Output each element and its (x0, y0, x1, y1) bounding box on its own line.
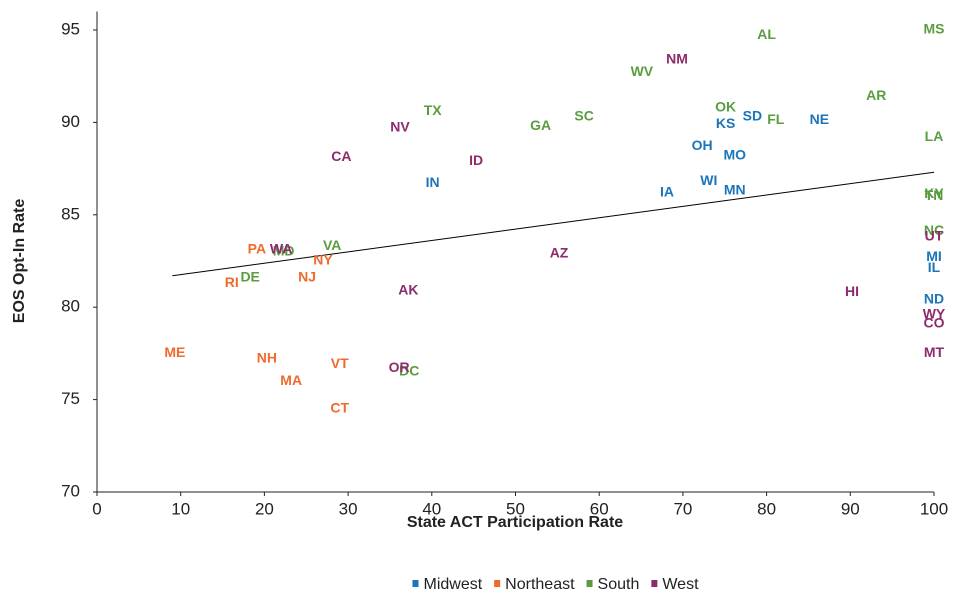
x-tick-label: 10 (171, 499, 190, 518)
point-label: DE (240, 268, 259, 284)
point-label: VT (331, 355, 349, 371)
point-label: WY (923, 305, 946, 321)
point-label: NY (313, 252, 333, 268)
point-label: MA (280, 372, 302, 388)
point-label: WA (270, 241, 293, 257)
point-label: TX (424, 102, 443, 118)
point-label: FL (767, 111, 785, 127)
legend-swatch (494, 580, 501, 587)
y-tick-label: 70 (61, 481, 80, 500)
point-label: MT (924, 344, 945, 360)
point-label: AZ (550, 244, 569, 260)
point-label: WV (631, 63, 654, 79)
x-tick-label: 50 (506, 499, 525, 518)
x-tick-label: 40 (422, 499, 441, 518)
point-label: MI (926, 248, 942, 264)
y-tick-label: 80 (61, 297, 80, 316)
point-label: GA (530, 117, 551, 133)
point-label: IL (928, 259, 941, 275)
point-label: OK (715, 98, 736, 114)
point-label: IN (426, 174, 440, 190)
point-label: NC (924, 222, 944, 238)
point-label: NJ (298, 268, 316, 284)
point-label: UT (925, 228, 944, 244)
point-label: CO (924, 315, 945, 331)
y-tick-label: 95 (61, 19, 80, 38)
legend-swatch (412, 580, 419, 587)
x-tick-label: 90 (841, 499, 860, 518)
point-label: HI (845, 283, 859, 299)
point-label: WI (700, 172, 717, 188)
point-label: AL (757, 26, 776, 42)
legend-label: Northeast (505, 576, 575, 593)
point-label: SC (574, 108, 593, 124)
point-label: VA (323, 237, 341, 253)
legend-label: South (598, 576, 640, 593)
y-tick-label: 90 (61, 112, 80, 131)
point-label: RI (225, 274, 239, 290)
point-label: MS (924, 21, 945, 37)
point-label: OR (389, 359, 410, 375)
x-tick-label: 30 (339, 499, 358, 518)
point-label: LA (925, 128, 944, 144)
point-label: CA (331, 148, 351, 164)
legend-swatch (651, 580, 658, 587)
x-tick-label: 60 (590, 499, 609, 518)
point-label: NH (257, 350, 277, 366)
point-label: MO (724, 146, 747, 162)
x-tick-label: 70 (673, 499, 692, 518)
trendline (172, 171, 935, 277)
x-tick-label: 100 (920, 499, 948, 518)
point-label: DC (399, 363, 419, 379)
y-tick-label: 85 (61, 204, 80, 223)
point-label: ME (164, 344, 185, 360)
point-label: NM (666, 50, 688, 66)
point-label: NV (390, 119, 410, 135)
legend-swatch (586, 580, 593, 587)
point-label: KY (924, 185, 944, 201)
legend-label: West (662, 576, 699, 593)
x-tick-label: 0 (92, 499, 101, 518)
point-label: PA (248, 241, 266, 257)
legend-label: Midwest (423, 576, 482, 593)
y-axis-title: EOS Opt-In Rate (11, 199, 28, 324)
x-axis-title: State ACT Participation Rate (407, 514, 623, 531)
x-tick-label: 20 (255, 499, 274, 518)
point-label: KS (716, 115, 735, 131)
point-label: MD (273, 242, 295, 258)
point-label: MN (724, 181, 746, 197)
point-label: OH (692, 137, 713, 153)
point-label: NE (810, 111, 829, 127)
point-label: CT (330, 400, 349, 416)
x-tick-label: 80 (757, 499, 776, 518)
point-label: IA (660, 183, 674, 199)
y-tick-label: 75 (61, 389, 80, 408)
point-label: TN (925, 187, 944, 203)
point-label: ND (924, 291, 944, 307)
point-label: AK (398, 281, 418, 297)
point-label: ID (469, 152, 483, 168)
point-label: AR (866, 87, 886, 103)
point-label: SD (743, 108, 762, 124)
